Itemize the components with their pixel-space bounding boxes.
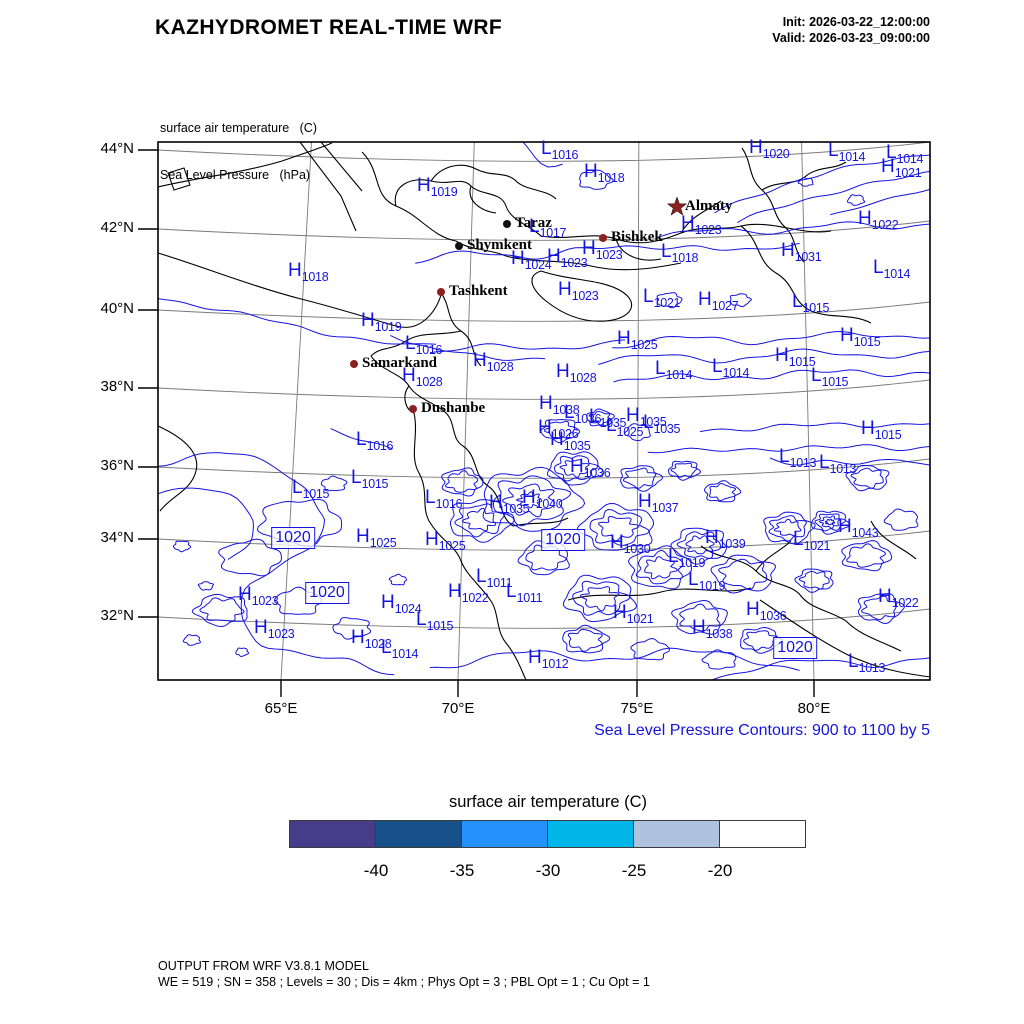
layer-labels: surface air temperature (C) Sea Level Pr…: [160, 90, 317, 214]
colorbar-segment: [547, 820, 634, 848]
run-times: Init: 2026-03-22_12:00:00 Valid: 2026-03…: [772, 14, 930, 46]
footer-model-line: OUTPUT FROM WRF V3.8.1 MODEL: [158, 959, 369, 973]
country-borders: [158, 142, 930, 680]
valid-time: Valid: 2026-03-23_09:00:00: [772, 31, 930, 45]
city-dot-marker: [437, 288, 445, 296]
layer-label-pressure: Sea Level Pressure (hPa): [160, 167, 311, 182]
city-dot-marker: [409, 405, 417, 413]
colorbar-segment: [719, 820, 806, 848]
city-dot-marker: [599, 234, 607, 242]
contour-caption: Sea Level Pressure Contours: 900 to 1100…: [594, 722, 930, 739]
footer-config-line: WE = 519 ; SN = 358 ; Levels = 30 ; Dis …: [158, 975, 650, 989]
colorbar-tick-label: -30: [535, 861, 561, 880]
colorbar-segment: [461, 820, 548, 848]
city-markers: [350, 196, 688, 413]
init-time: Init: 2026-03-22_12:00:00: [782, 15, 930, 29]
colorbar-segment: [289, 820, 376, 848]
colorbar-tick-label: -40: [363, 861, 389, 880]
colorbar-tick-label: -20: [707, 861, 733, 880]
colorbar-segment: [375, 820, 462, 848]
page-title: KAZHYDROMET REAL-TIME WRF: [155, 16, 503, 39]
city-dot-marker: [350, 360, 358, 368]
colorbar: [289, 820, 806, 848]
colorbar-tick-label: -25: [621, 861, 647, 880]
pressure-contours: [158, 142, 930, 680]
layer-label-temperature: surface air temperature (C): [160, 121, 317, 135]
city-dot-marker: [455, 242, 463, 250]
colorbar-segment: [633, 820, 720, 848]
colorbar-tick-label: -35: [449, 861, 475, 880]
city-dot-marker: [503, 220, 511, 228]
city-star-marker: [666, 196, 688, 216]
colorbar-title: surface air temperature (C): [448, 793, 648, 811]
